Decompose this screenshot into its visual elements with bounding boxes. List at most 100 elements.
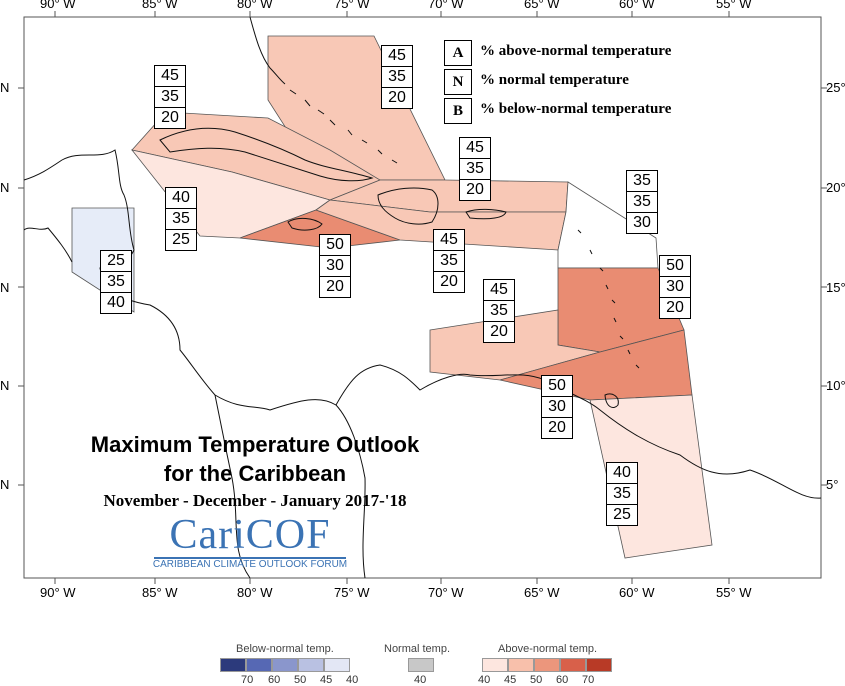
- lat-tick: N: [0, 378, 10, 393]
- frame-ticks: [18, 11, 827, 584]
- lon-tick: 55° W: [716, 0, 752, 11]
- lon-tick: 70° W: [428, 0, 464, 11]
- prob-normal: 30: [659, 276, 691, 298]
- lon-tick: 90° W: [40, 0, 76, 11]
- prob-normal: 35: [483, 300, 515, 322]
- lon-tick: 80° W: [237, 0, 273, 11]
- logo-rule: [154, 557, 346, 559]
- prob-below: 25: [165, 229, 197, 251]
- prob-box-northern-hispaniola: 45 35 20: [459, 137, 491, 201]
- prob-above: 40: [606, 462, 638, 484]
- prob-box-western-caribbean: 40 35 25: [165, 187, 197, 251]
- key-letter: B: [444, 98, 472, 124]
- color-scale-legend: Below-normal temp. Normal temp. Above-no…: [0, 640, 845, 686]
- above-tick: 70: [582, 674, 595, 686]
- lon-tick: 70° W: [428, 585, 464, 600]
- prob-above: 25: [100, 250, 132, 272]
- title-line1: Maximum Temperature Outlook: [90, 432, 420, 457]
- prob-normal: 35: [606, 483, 638, 505]
- lat-tick: N: [0, 80, 10, 95]
- above-tick: 40: [478, 674, 491, 686]
- below-swatch: [220, 658, 246, 672]
- lon-tick: 75° W: [334, 0, 370, 11]
- logo-wordmark: CariCOF: [169, 512, 331, 558]
- below-swatch: [246, 658, 272, 672]
- below-normal-label: Below-normal temp.: [236, 643, 334, 655]
- prob-below: 25: [606, 504, 638, 526]
- prob-box-hispaniola-puerto-rico: 45 35 20: [433, 229, 465, 293]
- prob-box-trinidad: 50 30 20: [541, 375, 573, 439]
- below-tick: 50: [294, 674, 307, 686]
- prob-above: 50: [319, 234, 351, 256]
- coastlines: [23, 16, 822, 579]
- above-swatch: [586, 658, 612, 672]
- prob-above: 45: [433, 229, 465, 251]
- lat-tick: 25°: [826, 80, 845, 95]
- caricof-logo: CariCOF CARIBBEAN CLIMATE OUTLOOK FORUM: [150, 513, 350, 570]
- prob-box-windward-islands: 50 30 20: [659, 255, 691, 319]
- prob-normal: 35: [381, 66, 413, 88]
- prob-normal: 35: [459, 158, 491, 180]
- above-swatch: [560, 658, 586, 672]
- below-swatch: [272, 658, 298, 672]
- prob-above: 45: [154, 65, 186, 87]
- normal-label: Normal temp.: [384, 643, 451, 655]
- map-frame-border: [23, 16, 822, 579]
- below-swatch: [324, 658, 350, 672]
- prob-box-guianas: 40 35 25: [606, 462, 638, 526]
- below-tick: 60: [268, 674, 281, 686]
- prob-above: 50: [659, 255, 691, 277]
- lat-tick: N: [0, 280, 10, 295]
- prob-normal: 35: [626, 191, 658, 213]
- prob-below: 20: [319, 276, 351, 298]
- key-text: % below-normal temperature: [480, 101, 672, 117]
- prob-below: 20: [381, 87, 413, 109]
- lon-tick: 65° W: [524, 585, 560, 600]
- lon-tick: 85° W: [142, 0, 178, 11]
- key-text: % above-normal temperature: [480, 43, 672, 59]
- prob-normal: 35: [100, 271, 132, 293]
- key-letter: A: [444, 40, 472, 66]
- lon-tick: 80° W: [237, 585, 273, 600]
- lat-tick: N: [0, 477, 10, 492]
- prob-below: 30: [626, 212, 658, 234]
- prob-normal: 30: [541, 396, 573, 418]
- lat-tick: 5°: [826, 477, 839, 492]
- prob-below: 20: [483, 321, 515, 343]
- normal-tick: 40: [414, 674, 427, 686]
- logo-subtitle: CARIBBEAN CLIMATE OUTLOOK FORUM: [152, 559, 348, 570]
- key-text: % normal temperature: [480, 72, 629, 88]
- prob-below: 40: [100, 292, 132, 314]
- prob-below: 20: [541, 417, 573, 439]
- above-tick: 60: [556, 674, 569, 686]
- above-tick: 50: [530, 674, 543, 686]
- prob-below: 20: [154, 107, 186, 129]
- caribbean-map: [18, 11, 827, 584]
- below-swatch: [298, 658, 324, 672]
- lon-tick: 75° W: [334, 585, 370, 600]
- lon-tick: 60° W: [619, 0, 655, 11]
- map-subtitle: November - December - January 2017-'18: [103, 491, 407, 510]
- lon-tick: 85° W: [142, 585, 178, 600]
- lat-tick: 10°: [826, 378, 845, 393]
- lon-tick: 55° W: [716, 585, 752, 600]
- prob-below: 20: [459, 179, 491, 201]
- prob-above: 45: [459, 137, 491, 159]
- lon-tick: 90° W: [40, 585, 76, 600]
- prob-normal: 35: [433, 250, 465, 272]
- prob-box-belize-yucatan: 25 35 40: [100, 250, 132, 314]
- lat-tick: 15°: [826, 280, 845, 295]
- prob-box-abc-islands: 45 35 20: [483, 279, 515, 343]
- prob-box-jamaica: 50 30 20: [319, 234, 351, 298]
- normal-swatch: [408, 658, 434, 672]
- above-swatch: [508, 658, 534, 672]
- prob-box-leeward-islands: 35 35 30: [626, 170, 658, 234]
- prob-above: 50: [541, 375, 573, 397]
- prob-below: 20: [659, 297, 691, 319]
- prob-above: 45: [483, 279, 515, 301]
- title-line2: for the Caribbean: [163, 461, 347, 486]
- above-swatch: [534, 658, 560, 672]
- below-tick: 45: [320, 674, 333, 686]
- above-swatch: [482, 658, 508, 672]
- prob-normal: 30: [319, 255, 351, 277]
